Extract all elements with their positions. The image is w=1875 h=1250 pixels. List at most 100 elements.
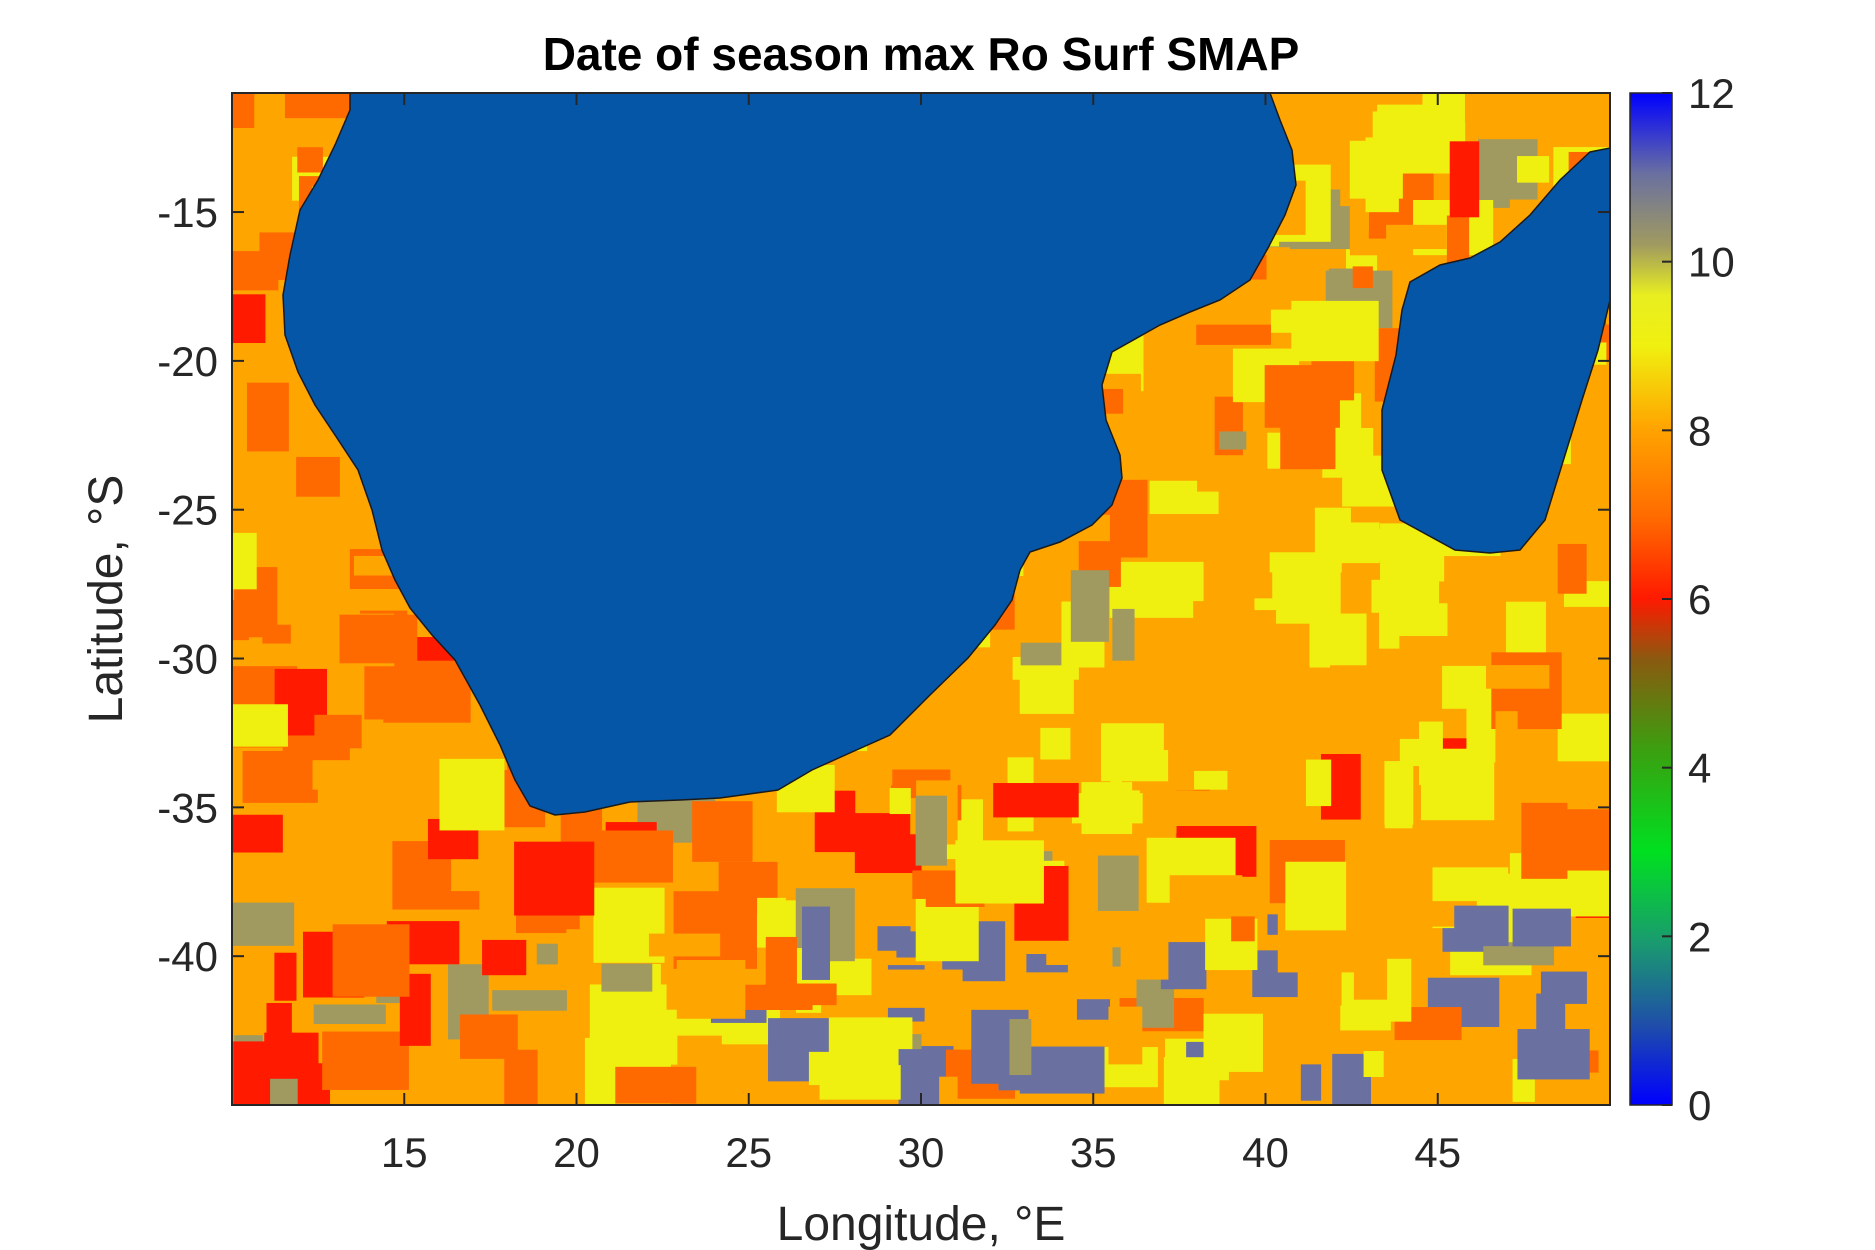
value-patch bbox=[312, 760, 399, 790]
value-patch bbox=[1218, 431, 1247, 450]
colorbar-tick-label: 0 bbox=[1688, 1082, 1711, 1129]
x-axis-label: Longitude, °E bbox=[777, 1198, 1066, 1250]
colorbar-tick-label: 8 bbox=[1688, 407, 1711, 454]
chart-title: Date of season max Ro Surf SMAP bbox=[543, 28, 1300, 80]
value-patch bbox=[242, 751, 318, 803]
value-patch bbox=[1454, 905, 1509, 947]
value-patch bbox=[1120, 932, 1169, 980]
value-patch bbox=[1478, 93, 1555, 140]
value-patch bbox=[232, 532, 257, 590]
value-patch bbox=[246, 382, 289, 452]
value-patch bbox=[232, 704, 288, 747]
value-patch bbox=[1163, 678, 1246, 751]
value-patch bbox=[1101, 723, 1169, 782]
value-patch bbox=[601, 963, 653, 992]
value-patch bbox=[1280, 392, 1336, 470]
value-patch bbox=[1386, 224, 1447, 250]
value-patch bbox=[1338, 528, 1394, 562]
y-tick-label: -15 bbox=[157, 189, 218, 236]
value-patch bbox=[1447, 551, 1482, 596]
value-patch bbox=[676, 960, 746, 1019]
value-patch bbox=[264, 1032, 319, 1073]
africa-land bbox=[282, 93, 1297, 816]
y-axis: -15 -20 -25 -30 -35 -40 bbox=[157, 189, 1610, 980]
value-patch bbox=[1557, 713, 1610, 762]
value-patch bbox=[274, 952, 297, 1001]
colorbar-tick-label: 10 bbox=[1688, 239, 1735, 286]
value-patch bbox=[1309, 613, 1367, 666]
colorbar-tick-label: 2 bbox=[1688, 913, 1711, 960]
value-patch bbox=[232, 163, 283, 230]
value-patch bbox=[1108, 1006, 1143, 1065]
value-patch bbox=[1246, 692, 1315, 751]
colorbar-tick-label: 6 bbox=[1688, 576, 1711, 623]
value-patch bbox=[926, 718, 995, 777]
x-axis: 15 20 25 30 35 40 45 bbox=[381, 93, 1461, 1176]
map-plot-area bbox=[232, 93, 1610, 1105]
value-patch bbox=[1197, 459, 1251, 492]
value-patch bbox=[327, 790, 392, 861]
value-patch bbox=[765, 936, 797, 988]
value-patch bbox=[314, 714, 362, 749]
x-tick-label: 40 bbox=[1242, 1129, 1289, 1176]
value-patch bbox=[1565, 809, 1610, 871]
value-patch bbox=[296, 456, 340, 497]
y-tick-label: -40 bbox=[157, 933, 218, 980]
value-patch bbox=[1392, 603, 1448, 637]
x-tick-label: 30 bbox=[898, 1129, 945, 1176]
value-patch bbox=[232, 294, 266, 344]
value-patch bbox=[615, 1066, 697, 1104]
value-patch bbox=[1566, 657, 1610, 677]
value-patch bbox=[1521, 802, 1568, 879]
value-patch bbox=[284, 93, 355, 119]
value-patch bbox=[1114, 561, 1204, 602]
value-patch bbox=[1285, 861, 1347, 931]
value-patch bbox=[1485, 665, 1550, 689]
value-patch bbox=[1020, 642, 1074, 666]
colorbar-ticks: 0 2 4 6 8 10 12 bbox=[1662, 70, 1735, 1129]
value-patch bbox=[1536, 993, 1566, 1050]
value-patch bbox=[743, 984, 813, 1010]
value-patch bbox=[297, 147, 323, 173]
y-tick-label: -35 bbox=[157, 784, 218, 831]
value-patch bbox=[339, 614, 418, 664]
value-patch bbox=[1512, 908, 1571, 947]
value-patch bbox=[232, 251, 279, 291]
value-patch bbox=[915, 795, 947, 866]
value-patch bbox=[882, 969, 963, 1008]
value-patch bbox=[482, 939, 527, 976]
value-patch bbox=[536, 943, 558, 965]
value-patch bbox=[266, 1003, 292, 1038]
value-patch bbox=[692, 801, 753, 862]
value-patch bbox=[1081, 782, 1133, 835]
value-patch bbox=[1517, 156, 1550, 183]
value-patch bbox=[514, 841, 595, 916]
value-patch bbox=[648, 933, 721, 957]
value-patch bbox=[1040, 727, 1071, 760]
value-patch bbox=[1097, 855, 1139, 911]
value-patch bbox=[1557, 543, 1587, 594]
value-patch bbox=[1363, 1051, 1384, 1078]
value-patch bbox=[1163, 1057, 1220, 1105]
value-patch bbox=[322, 1031, 409, 1090]
value-patch bbox=[439, 758, 505, 831]
value-patch bbox=[1231, 916, 1255, 942]
value-patch bbox=[332, 924, 410, 997]
value-patch bbox=[898, 1049, 940, 1105]
value-patch bbox=[1176, 395, 1207, 459]
value-patch bbox=[1019, 1046, 1105, 1094]
value-patch bbox=[757, 897, 786, 922]
y-tick-label: -20 bbox=[157, 338, 218, 385]
colorbar-tick-label: 12 bbox=[1688, 70, 1735, 117]
madagascar-land bbox=[1381, 147, 1610, 554]
value-patch bbox=[1169, 875, 1243, 915]
value-patch bbox=[492, 990, 567, 1011]
value-patch bbox=[1196, 324, 1271, 345]
y-tick-label: -30 bbox=[157, 636, 218, 683]
value-patch bbox=[877, 926, 911, 951]
value-patch bbox=[1384, 761, 1414, 825]
value-patch bbox=[1305, 759, 1332, 807]
value-patch bbox=[232, 902, 295, 946]
x-tick-label: 35 bbox=[1070, 1129, 1117, 1176]
